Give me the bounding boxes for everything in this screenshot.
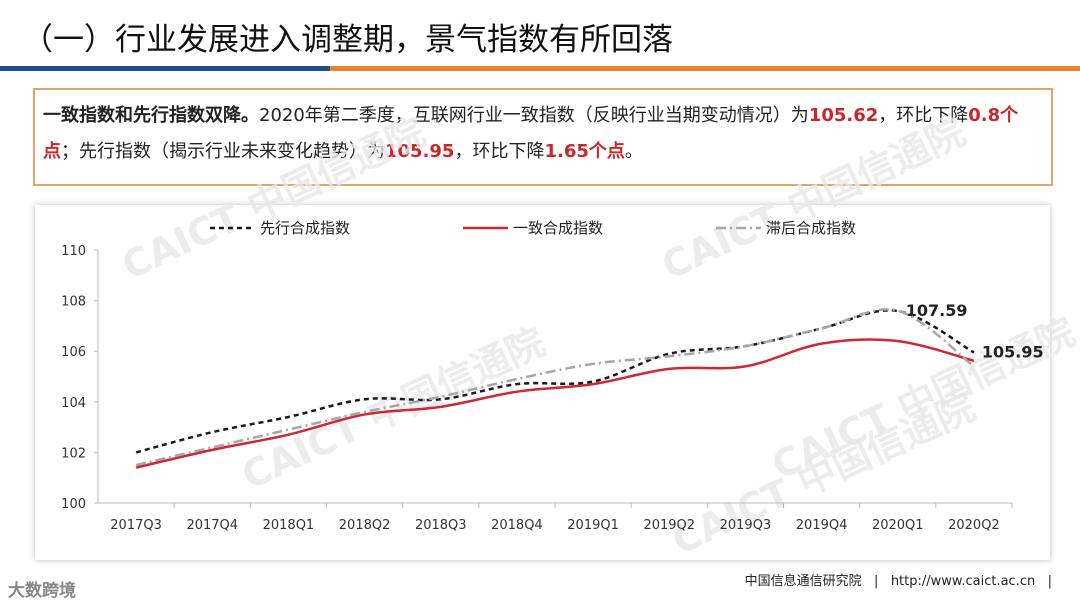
summary-box: 一致指数和先行指数双降。2020年第二季度，互联网行业一致指数（反映行业当期变动… bbox=[33, 88, 1053, 186]
y-tick-label: 102 bbox=[61, 446, 86, 461]
footer-url: http://www.caict.ac.cn bbox=[890, 574, 1036, 589]
x-tick-label: 2018Q2 bbox=[339, 518, 391, 533]
data-label: 107.59 bbox=[906, 301, 968, 320]
summary-text: ，环比下降 bbox=[454, 141, 545, 162]
watermark: CAICT 中国信通院 bbox=[235, 319, 551, 498]
y-tick-label: 108 bbox=[61, 295, 86, 310]
watermark: CAICT 中国信通院 bbox=[115, 109, 431, 288]
series-line bbox=[135, 338, 975, 469]
summary-text: 105.62 bbox=[808, 105, 879, 126]
summary-text: 2020年第二季度，互联网行业一致指数（反映行业当期变动情况）为 bbox=[259, 105, 809, 126]
x-tick-label: 2019Q3 bbox=[720, 518, 772, 533]
watermark: CAICT 中国信通院 bbox=[655, 109, 971, 288]
x-tick-label: 2017Q3 bbox=[110, 518, 162, 533]
x-tick-label: 2018Q3 bbox=[415, 518, 467, 533]
legend-label: 一致合成指数 bbox=[513, 219, 603, 237]
x-tick-label: 2019Q1 bbox=[567, 518, 619, 533]
y-tick-label: 106 bbox=[61, 345, 86, 360]
logo: 大数跨境 bbox=[8, 581, 76, 601]
title-rule bbox=[330, 66, 1080, 71]
x-tick-label: 2018Q1 bbox=[263, 518, 315, 533]
x-tick-label: 2019Q2 bbox=[643, 518, 695, 533]
summary-text: 0.8个点 bbox=[43, 105, 1019, 162]
watermark: CAICT 中国信通院 bbox=[765, 309, 1080, 488]
summary-text: 105.95 bbox=[385, 141, 455, 162]
x-tick-label: 2020Q1 bbox=[872, 518, 924, 533]
summary-text: 1.65个点 bbox=[544, 141, 625, 162]
footer-org: 中国信息通信研究院 bbox=[744, 574, 862, 589]
y-tick-label: 104 bbox=[61, 396, 86, 411]
y-tick-label: 100 bbox=[61, 497, 86, 512]
summary-text: 。 bbox=[624, 141, 643, 162]
legend-label: 先行合成指数 bbox=[260, 219, 350, 237]
x-tick-label: 2018Q4 bbox=[491, 518, 543, 533]
summary-text: ，环比下降 bbox=[878, 105, 969, 126]
series-line bbox=[135, 309, 975, 454]
y-tick-label: 110 bbox=[61, 244, 86, 259]
summary-text: ；先行指数（揭示行业未来变化趋势）为 bbox=[61, 141, 385, 162]
data-label: 105.95 bbox=[982, 342, 1044, 361]
slide-title: （一）行业发展进入调整期，景气指数有所回落 bbox=[22, 22, 673, 58]
summary-text: 一致指数和先行指数双降。 bbox=[43, 105, 259, 126]
x-tick-label: 2017Q4 bbox=[186, 518, 238, 533]
x-tick-label: 2020Q2 bbox=[948, 518, 1000, 533]
x-tick-label: 2019Q4 bbox=[796, 518, 848, 533]
footer: 中国信息通信研究院 | http://www.caict.ac.cn | bbox=[744, 574, 1052, 589]
title-rule bbox=[0, 66, 330, 71]
legend-label: 滞后合成指数 bbox=[766, 219, 856, 237]
